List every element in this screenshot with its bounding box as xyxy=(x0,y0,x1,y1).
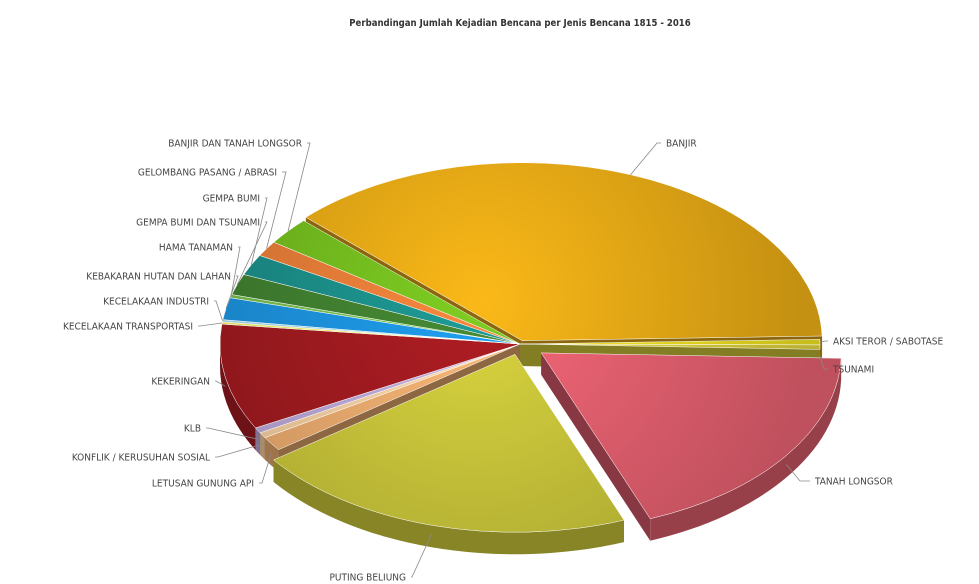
slice-label: KONFLIK / KERUSUHAN SOSIAL xyxy=(72,453,210,464)
pie-slice[interactable] xyxy=(273,353,625,533)
label-leader-line xyxy=(215,380,226,387)
pie-slice[interactable] xyxy=(219,323,521,429)
label-leader-line xyxy=(819,355,828,370)
slice-label: PUTING BELIUNG xyxy=(329,573,406,584)
pie-slice[interactable] xyxy=(273,220,521,345)
label-leader-line xyxy=(266,171,287,249)
slice-label: TANAH LONGSOR xyxy=(814,477,893,488)
label-leader-line xyxy=(411,533,432,578)
label-leader-line xyxy=(215,443,263,458)
slice-label: BANJIR xyxy=(666,139,697,150)
slice-label: BANJIR DAN TANAH LONGSOR xyxy=(168,139,302,150)
label-leader-line xyxy=(236,221,268,285)
slice-label: TSUNAMI xyxy=(832,365,874,376)
slice-label: KLB xyxy=(184,424,201,435)
pie-slice[interactable] xyxy=(540,352,842,520)
pie-slice-side xyxy=(255,427,261,455)
label-leader-line xyxy=(214,300,223,321)
pie-slice-side xyxy=(273,459,624,555)
pie-slice[interactable] xyxy=(519,343,821,350)
label-leader-line xyxy=(259,452,272,484)
slice-label: HAMA TANAMAN xyxy=(159,243,233,254)
label-leader-line xyxy=(198,322,223,327)
pie-slice-wall xyxy=(541,352,651,541)
pie-slice[interactable] xyxy=(305,162,823,341)
pie-slice-side xyxy=(650,358,842,541)
chart-title: Perbandingan Jumlah Kejadian Bencana per… xyxy=(349,18,691,29)
slice-label: LETUSAN GUNUNG API xyxy=(152,479,254,490)
slice-label: KECELAKAAN INDUSTRI xyxy=(103,297,209,308)
pie-slice-side xyxy=(260,432,265,460)
label-leader-line xyxy=(225,275,239,309)
slice-label: GELOMBANG PASANG / ABRASI xyxy=(138,168,277,179)
label-leader-line xyxy=(250,197,268,265)
pie-slice-side xyxy=(220,344,256,450)
label-leader-line xyxy=(630,142,661,175)
slice-label: KECELAKAAN TRANSPORTASI xyxy=(63,322,193,333)
slice-label: AKSI TEROR / SABOTASE xyxy=(833,337,943,348)
slice-label: GEMPA BUMI DAN TSUNAMI xyxy=(136,218,260,229)
label-leader-line xyxy=(786,464,810,482)
slice-label: KEKERINGAN xyxy=(151,377,210,388)
label-leader-line xyxy=(819,340,828,343)
label-leader-line xyxy=(230,246,241,297)
pie-slice-wall xyxy=(264,344,520,460)
label-leader-line xyxy=(287,142,311,232)
label-leader-line xyxy=(206,427,258,440)
slice-label: KEBAKARAN HUTAN DAN LAHAN xyxy=(86,272,231,283)
slice-label: GEMPA BUMI xyxy=(203,194,260,205)
